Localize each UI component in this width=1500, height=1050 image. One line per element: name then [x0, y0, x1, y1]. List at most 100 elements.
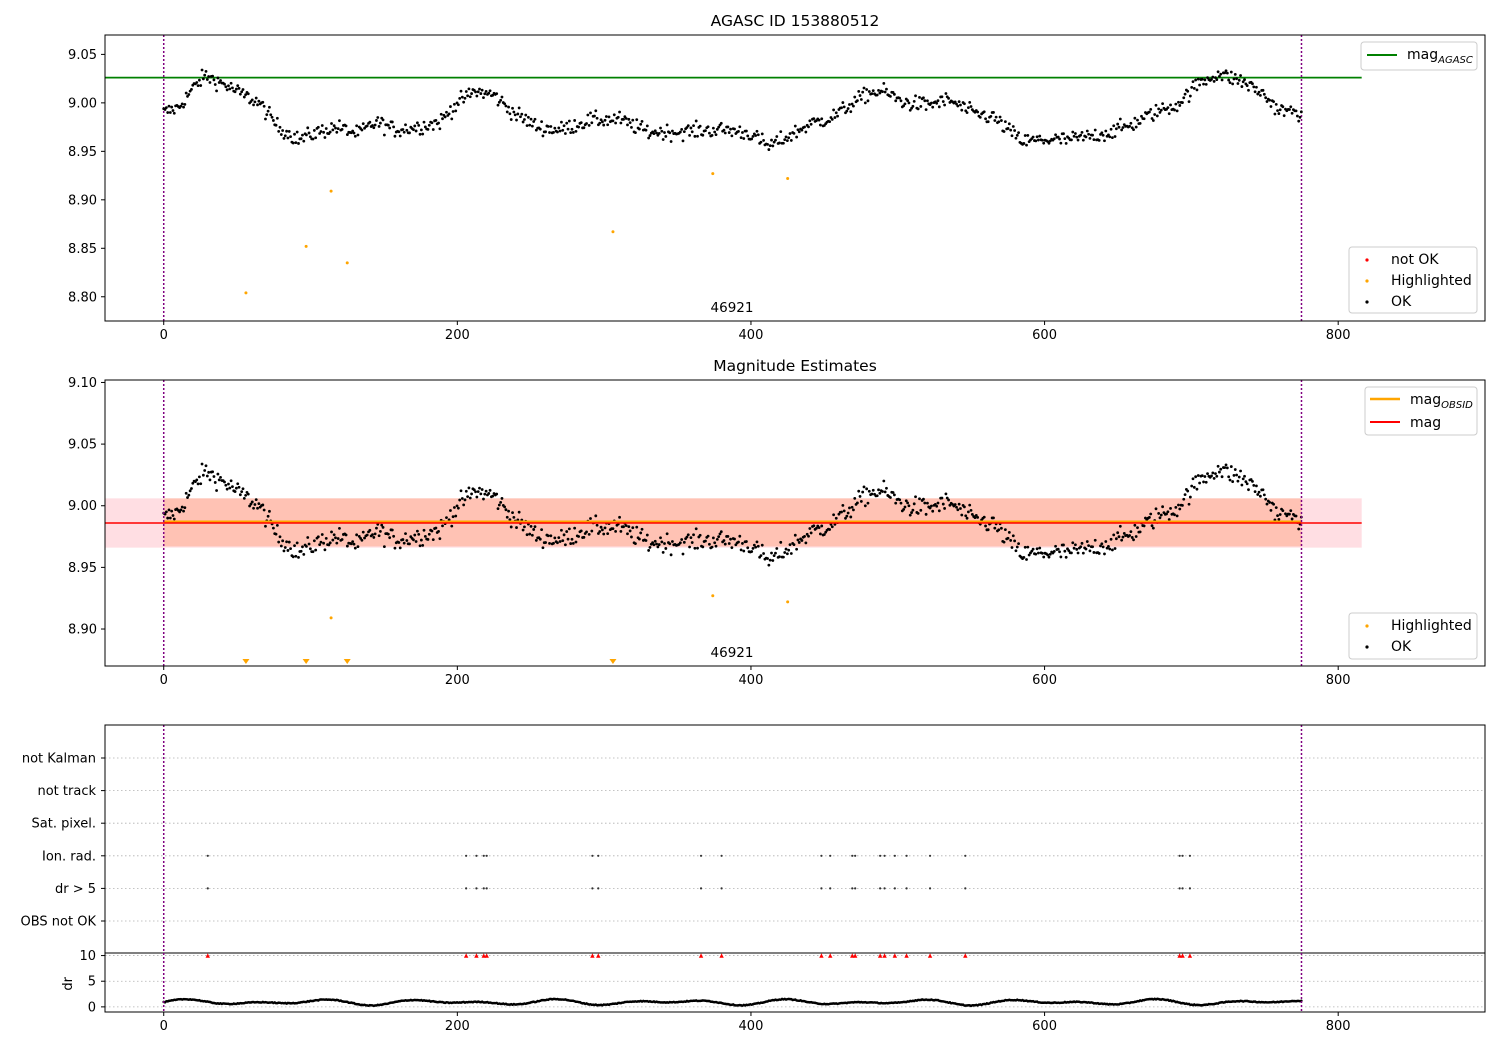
ok-point	[1223, 466, 1227, 470]
ok-point	[956, 104, 960, 108]
ok-point	[505, 110, 509, 114]
ok-point	[332, 533, 336, 537]
ok-point	[454, 109, 458, 113]
ok-point	[857, 90, 861, 93]
ok-point	[959, 103, 962, 107]
ok-point	[1241, 80, 1245, 84]
ok-point	[726, 125, 730, 129]
ok-point	[1113, 547, 1117, 550]
panel1-obsid-label: 46921	[711, 300, 754, 316]
ok-point	[630, 535, 633, 539]
flag-event	[465, 887, 468, 890]
ok-point	[955, 505, 958, 509]
ok-point	[714, 133, 718, 137]
plot-frame	[104, 34, 1486, 322]
ok-point	[404, 532, 407, 536]
ok-point	[445, 110, 448, 114]
dr-axis-label: dr	[61, 976, 76, 990]
ok-point	[311, 137, 315, 141]
dr-clipped-marker	[205, 953, 210, 958]
ok-point	[1265, 502, 1269, 506]
ok-point	[418, 132, 422, 136]
ok-point	[227, 482, 230, 486]
ok-point	[234, 87, 238, 91]
x-tick-label: 800	[1326, 328, 1351, 343]
dr-clipped-marker	[882, 953, 887, 958]
ok-point	[561, 539, 565, 543]
ok-point	[594, 514, 598, 518]
ok-point	[523, 118, 526, 121]
ok-point	[906, 99, 910, 102]
ok-point	[665, 532, 669, 536]
ok-point	[529, 524, 533, 528]
ok-point	[639, 122, 643, 126]
ok-point	[1261, 488, 1265, 492]
ok-point	[1031, 135, 1035, 139]
ok-point	[751, 134, 755, 138]
ok-point	[294, 554, 298, 558]
ok-point	[912, 99, 916, 103]
ok-point	[1009, 128, 1013, 132]
ok-point	[828, 528, 832, 531]
ok-point	[365, 533, 369, 537]
ok-point	[1056, 135, 1060, 139]
ok-point	[685, 535, 689, 539]
ok-point	[170, 509, 174, 513]
ok-point	[397, 541, 401, 544]
ok-point	[171, 109, 175, 112]
flag-event	[893, 854, 896, 857]
ok-point	[1099, 544, 1102, 548]
ok-point	[669, 553, 673, 557]
ok-point	[1084, 135, 1088, 139]
ok-point	[883, 490, 887, 494]
ok-point	[458, 498, 462, 502]
ok-point	[196, 482, 200, 486]
ok-point	[316, 125, 320, 129]
ok-point	[875, 494, 879, 498]
ok-point	[944, 92, 948, 95]
ok-point	[327, 543, 331, 547]
ok-point	[529, 117, 533, 121]
ok-point	[855, 501, 859, 505]
ok-point	[1000, 119, 1003, 122]
ok-point	[804, 541, 808, 545]
ok-point	[231, 485, 234, 489]
ok-point	[563, 132, 567, 135]
ok-point	[1128, 534, 1131, 537]
ok-point	[447, 518, 451, 522]
ok-point	[635, 118, 639, 122]
ok-point	[451, 515, 455, 519]
ok-point	[376, 116, 380, 119]
ok-point	[1243, 78, 1246, 82]
ok-point	[381, 118, 385, 122]
ok-point	[618, 515, 621, 519]
svg-text:magOBSID: magOBSID	[1410, 392, 1473, 411]
dr-clipped-marker	[852, 953, 858, 958]
ok-point	[538, 537, 542, 541]
ok-point	[824, 530, 828, 534]
ok-point	[1252, 85, 1256, 89]
ok-point	[637, 127, 641, 131]
svg-text:Highlighted: Highlighted	[1391, 618, 1472, 634]
ok-point	[943, 103, 946, 107]
ok-point	[1015, 133, 1019, 137]
ok-point	[319, 540, 323, 544]
ok-point	[1157, 107, 1161, 111]
ok-point	[503, 102, 507, 106]
ok-point	[1161, 505, 1165, 509]
ok-point	[849, 515, 853, 519]
ok-point	[671, 129, 674, 133]
ok-point	[439, 112, 443, 116]
highlighted-point	[786, 600, 790, 604]
ok-point	[390, 120, 394, 124]
ok-point	[706, 125, 710, 129]
ok-point	[713, 130, 717, 134]
ok-point	[528, 532, 532, 536]
ok-point	[167, 508, 171, 512]
ok-point	[1175, 514, 1179, 518]
ok-point	[377, 125, 381, 128]
ok-point	[306, 126, 310, 130]
ok-point	[1085, 540, 1089, 543]
ok-point	[372, 536, 376, 539]
ok-point	[655, 131, 658, 135]
